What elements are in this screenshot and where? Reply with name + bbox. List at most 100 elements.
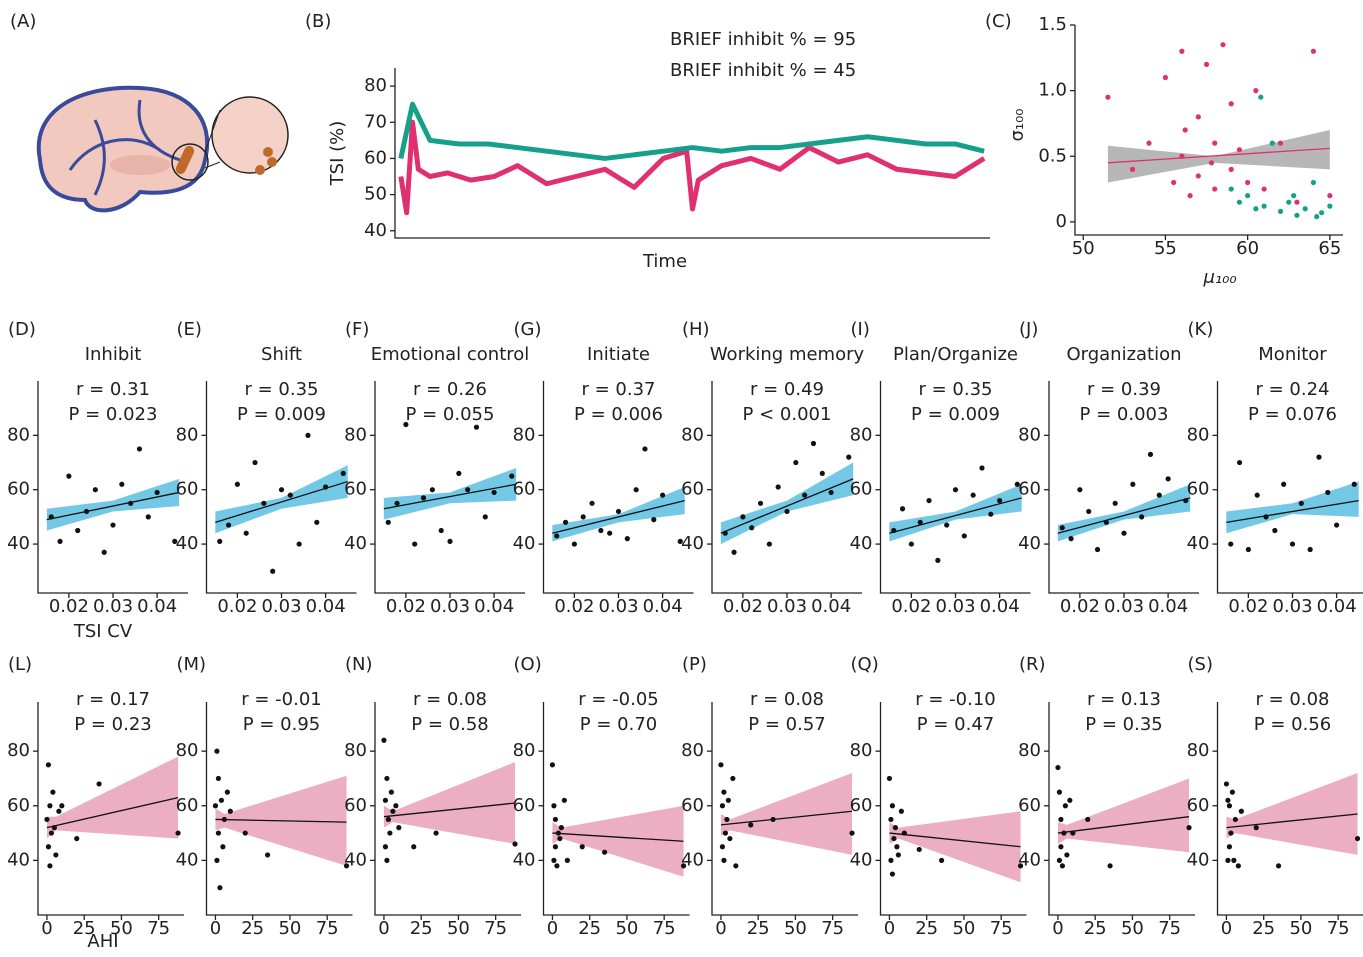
x-tick-label: 0.03: [935, 596, 975, 617]
x-tick-label: 25: [915, 918, 938, 939]
point: [896, 852, 901, 857]
point: [1166, 476, 1171, 481]
point: [492, 490, 497, 495]
stat-r: r = 0.31: [76, 379, 150, 400]
series-line: [401, 104, 984, 158]
point: [890, 871, 895, 876]
panel-label: (O): [514, 654, 542, 675]
point: [1086, 509, 1091, 514]
x-axis-label: Time: [642, 251, 687, 272]
x-tick-label: 50: [952, 918, 975, 939]
stat-r: r = 0.39: [1087, 379, 1161, 400]
point: [456, 471, 461, 476]
x-tick-label: 75: [147, 918, 170, 939]
panel-title: Monitor: [1258, 344, 1327, 365]
x-tick-label: 50: [278, 918, 301, 939]
y-tick-label: 40: [681, 533, 704, 554]
stat-p: P = 0.006: [574, 404, 663, 425]
point: [1237, 200, 1242, 205]
point: [1183, 127, 1188, 132]
point: [252, 460, 257, 465]
point: [383, 798, 388, 803]
panel-label: (D): [8, 319, 36, 340]
point: [53, 852, 58, 857]
point: [607, 531, 612, 536]
point: [939, 858, 944, 863]
point: [381, 738, 386, 743]
y-tick-label: 60: [7, 479, 30, 500]
x-tick-label: 0.02: [554, 596, 594, 617]
y-tick-label: 80: [850, 740, 873, 761]
point: [305, 433, 310, 438]
point: [390, 809, 395, 814]
point: [888, 817, 893, 822]
y-tick-label: 60: [1187, 795, 1210, 816]
stat-r: r = 0.35: [244, 379, 318, 400]
point: [1139, 514, 1144, 519]
point: [572, 541, 577, 546]
point: [1245, 193, 1250, 198]
point: [396, 825, 401, 830]
point: [1270, 141, 1275, 146]
confidence-band: [552, 806, 683, 877]
x-tick-label: 0.04: [474, 596, 514, 617]
x-tick-label: 0.03: [1272, 596, 1312, 617]
x-tick-label: 0.02: [1060, 596, 1100, 617]
point: [1258, 95, 1263, 100]
point: [411, 844, 416, 849]
point: [727, 836, 732, 841]
y-tick-label: 40: [850, 533, 873, 554]
point: [1237, 460, 1242, 465]
x-tick-label: 25: [578, 918, 601, 939]
point: [1225, 858, 1230, 863]
x-tick-label: 75: [1327, 918, 1350, 939]
point: [1236, 863, 1241, 868]
point: [387, 830, 392, 835]
panel-label: (I): [851, 319, 870, 340]
panel-title: Working memory: [710, 344, 865, 365]
confidence-band: [215, 465, 347, 533]
stat-r: r = 0.35: [918, 379, 992, 400]
x-tick-label: 0.03: [598, 596, 638, 617]
fit-line: [889, 498, 1021, 533]
point: [749, 525, 754, 530]
point: [784, 509, 789, 514]
point: [56, 809, 61, 814]
y-tick-label: 80: [850, 424, 873, 445]
point: [971, 493, 976, 498]
point: [110, 522, 115, 527]
stat-r: r = -0.10: [915, 689, 996, 710]
point: [297, 541, 302, 546]
point: [1327, 204, 1332, 209]
point: [563, 520, 568, 525]
x-tick-label: 50: [784, 918, 807, 939]
stat-r: r = 0.13: [1087, 689, 1161, 710]
y-tick-label: 40: [7, 849, 30, 870]
point: [1286, 200, 1291, 205]
point: [421, 495, 426, 500]
point: [1308, 547, 1313, 552]
panel-label: (L): [8, 654, 32, 675]
legend-label: BRIEF inhibit % = 45: [670, 60, 856, 81]
point: [46, 762, 51, 767]
y-tick-label: 80: [7, 424, 30, 445]
point: [953, 487, 958, 492]
stat-r: r = 0.08: [750, 689, 824, 710]
x-tick-label: 0.03: [1104, 596, 1144, 617]
y-tick-label: 60: [681, 795, 704, 816]
x-tick-label: 0: [1221, 918, 1232, 939]
point: [894, 844, 899, 849]
point: [1105, 95, 1110, 100]
point: [733, 863, 738, 868]
point: [551, 858, 556, 863]
panel-title: Inhibit: [85, 344, 142, 365]
point: [1229, 186, 1234, 191]
point: [394, 501, 399, 506]
point: [1253, 88, 1258, 93]
y-tick-label: 40: [176, 849, 199, 870]
point: [386, 817, 391, 822]
x-tick-label: 75: [990, 918, 1013, 939]
point: [46, 844, 51, 849]
point: [244, 531, 249, 536]
panel-label: (H): [682, 319, 710, 340]
